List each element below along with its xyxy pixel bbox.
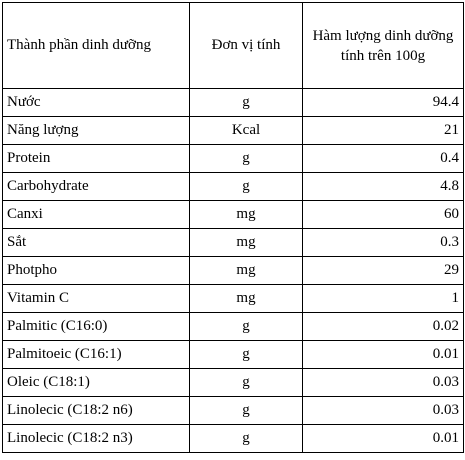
nutrient-amount: 4.8 (302, 172, 464, 201)
nutrient-name: Sắt (2, 228, 190, 257)
nutrient-unit: g (189, 424, 303, 453)
nutrient-name: Photpho (2, 256, 190, 285)
nutrient-name: Linolecic (C18:2 n6) (2, 396, 190, 425)
nutrient-amount: 0.03 (302, 368, 464, 397)
nutrient-amount: 0.4 (302, 144, 464, 173)
nutrient-name: Canxi (2, 200, 190, 229)
table-row: Vitamin C mg 1 (2, 284, 464, 313)
table-row: Photpho mg 29 (2, 256, 464, 285)
header-nutrient-name: Thành phần dinh dưỡng (2, 2, 190, 89)
nutrient-unit: mg (189, 256, 303, 285)
table-row: Linolecic (C18:2 n6) g 0.03 (2, 396, 464, 425)
nutrient-unit: g (189, 396, 303, 425)
nutrient-amount: 0.3 (302, 228, 464, 257)
nutrient-amount: 60 (302, 200, 464, 229)
nutrient-amount: 21 (302, 116, 464, 145)
nutrient-unit: g (189, 340, 303, 369)
table-header: Thành phần dinh dưỡng Đơn vị tính Hàm lư… (2, 2, 464, 89)
nutrient-amount: 0.02 (302, 312, 464, 341)
nutrient-unit: mg (189, 228, 303, 257)
table-row: Protein g 0.4 (2, 144, 464, 173)
nutrient-unit: g (189, 368, 303, 397)
header-amount-per-100g: Hàm lượng dinh dưỡng tính trên 100g (302, 2, 464, 89)
nutrient-name: Palmitic (C16:0) (2, 312, 190, 341)
header-row: Thành phần dinh dưỡng Đơn vị tính Hàm lư… (2, 2, 464, 89)
table-row: Palmitic (C16:0) g 0.02 (2, 312, 464, 341)
nutrient-name: Protein (2, 144, 190, 173)
table-row: Linolecic (C18:2 n3) g 0.01 (2, 424, 464, 453)
nutrient-amount: 29 (302, 256, 464, 285)
nutrient-name: Carbohydrate (2, 172, 190, 201)
nutrient-name: Vitamin C (2, 284, 190, 313)
nutrient-name: Palmitoeic (C16:1) (2, 340, 190, 369)
table-row: Nước g 94.4 (2, 88, 464, 117)
table-body: Nước g 94.4 Năng lượng Kcal 21 Protein g… (2, 88, 464, 453)
nutrition-table: Thành phần dinh dưỡng Đơn vị tính Hàm lư… (2, 2, 464, 453)
nutrient-name: Oleic (C18:1) (2, 368, 190, 397)
nutrient-amount: 0.01 (302, 340, 464, 369)
table-row: Năng lượng Kcal 21 (2, 116, 464, 145)
nutrient-amount: 0.01 (302, 424, 464, 453)
nutrient-amount: 0.03 (302, 396, 464, 425)
nutrient-unit: Kcal (189, 116, 303, 145)
nutrient-amount: 1 (302, 284, 464, 313)
table-row: Palmitoeic (C16:1) g 0.01 (2, 340, 464, 369)
nutrient-unit: g (189, 172, 303, 201)
table-row: Canxi mg 60 (2, 200, 464, 229)
nutrient-unit: mg (189, 284, 303, 313)
nutrient-name: Nước (2, 88, 190, 117)
nutrient-name: Năng lượng (2, 116, 190, 145)
nutrient-unit: g (189, 88, 303, 117)
nutrient-unit: mg (189, 200, 303, 229)
nutrient-unit: g (189, 144, 303, 173)
nutrient-amount: 94.4 (302, 88, 464, 117)
nutrient-unit: g (189, 312, 303, 341)
table-row: Oleic (C18:1) g 0.03 (2, 368, 464, 397)
table-row: Carbohydrate g 4.8 (2, 172, 464, 201)
header-unit: Đơn vị tính (189, 2, 303, 89)
nutrient-name: Linolecic (C18:2 n3) (2, 424, 190, 453)
table-row: Sắt mg 0.3 (2, 228, 464, 257)
